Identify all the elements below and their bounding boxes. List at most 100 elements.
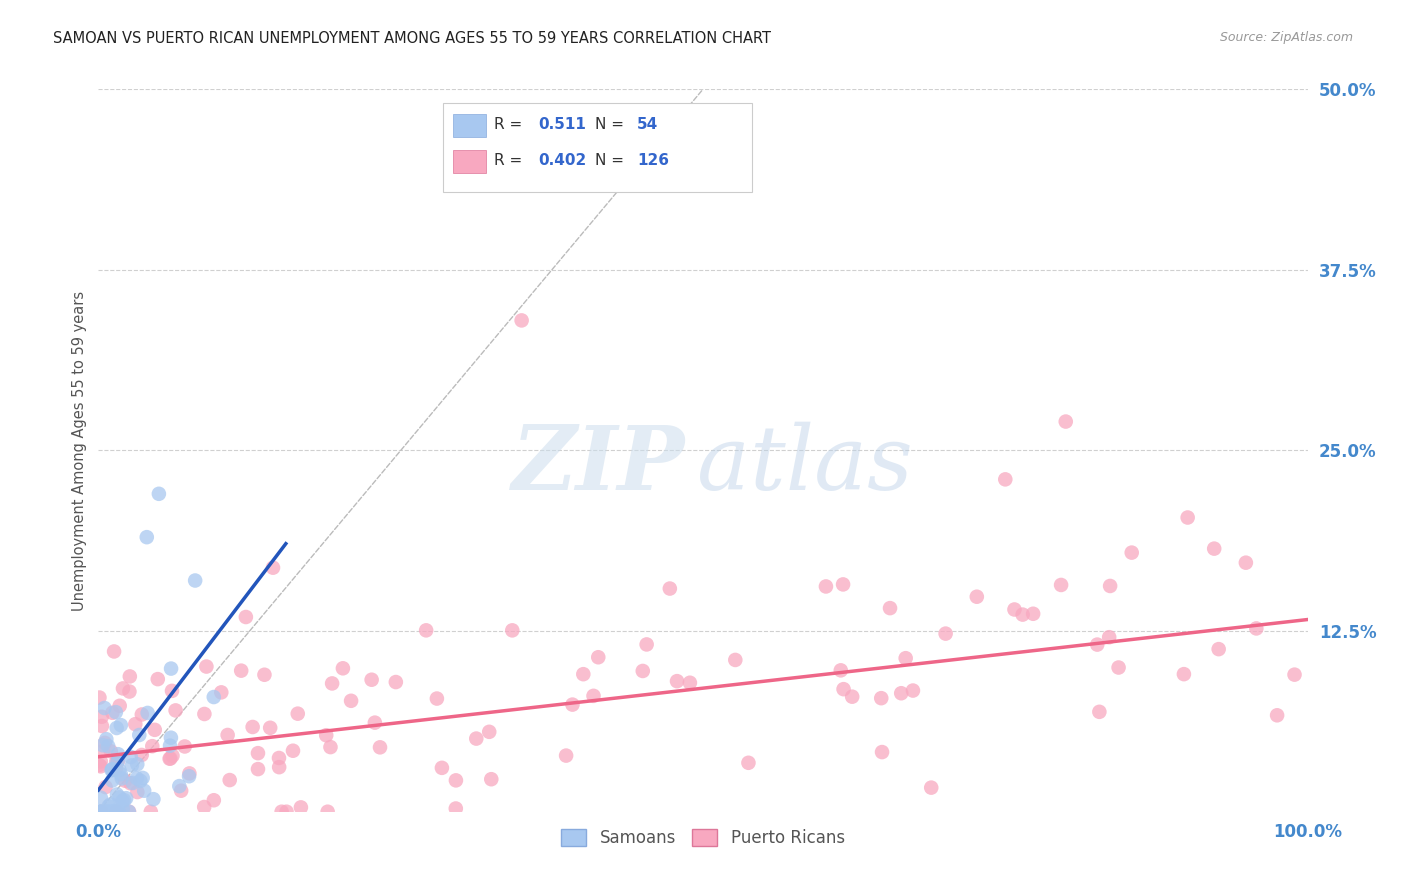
Point <box>1208 642 1230 657</box>
Point <box>364 715 387 730</box>
Point <box>159 751 181 765</box>
Point <box>332 661 354 675</box>
Point <box>1088 705 1111 719</box>
Point <box>1121 546 1143 560</box>
Point <box>103 644 125 658</box>
Point <box>253 667 276 681</box>
Point <box>1054 415 1077 429</box>
Point <box>115 791 138 805</box>
Point <box>658 582 681 596</box>
Point <box>91 744 114 758</box>
Point <box>125 772 148 786</box>
Point <box>679 675 702 690</box>
Point <box>134 783 156 797</box>
Point <box>901 683 924 698</box>
Point <box>1004 602 1026 616</box>
Point <box>631 664 654 678</box>
Point <box>90 805 112 819</box>
Point <box>110 718 132 732</box>
Point <box>105 805 128 819</box>
Point <box>1050 578 1073 592</box>
Point <box>170 783 193 797</box>
Point <box>108 698 131 713</box>
Point <box>111 681 134 696</box>
Point <box>360 673 382 687</box>
Point <box>966 590 988 604</box>
Point <box>478 724 501 739</box>
Point <box>105 805 128 819</box>
Point <box>465 731 488 746</box>
Point <box>415 624 437 638</box>
Point <box>90 790 112 805</box>
Point <box>101 763 124 777</box>
Point <box>107 755 129 769</box>
Point <box>107 754 129 768</box>
Point <box>830 664 852 678</box>
Point <box>202 793 225 807</box>
Point <box>173 739 195 754</box>
Point <box>262 560 284 574</box>
Point <box>97 739 120 754</box>
Point <box>104 705 127 719</box>
Point <box>142 792 165 806</box>
Point <box>160 731 183 745</box>
Point <box>101 706 124 720</box>
Point <box>724 653 747 667</box>
Point <box>127 757 149 772</box>
Point <box>112 793 135 807</box>
Point <box>267 751 290 765</box>
Point <box>510 313 533 327</box>
Point <box>107 747 129 762</box>
Point <box>118 805 141 819</box>
Point <box>316 805 339 819</box>
Point <box>287 706 309 721</box>
Point <box>994 472 1017 486</box>
Point <box>90 759 112 773</box>
Point <box>870 745 893 759</box>
Text: 0.511: 0.511 <box>538 118 586 132</box>
Point <box>94 780 117 794</box>
Point <box>209 685 232 699</box>
Point <box>101 805 124 819</box>
Point <box>143 723 166 737</box>
Point <box>114 773 136 788</box>
Point <box>96 732 118 747</box>
Point <box>290 800 312 814</box>
Point <box>90 719 112 733</box>
Point <box>118 684 141 698</box>
Point <box>90 710 112 724</box>
Point <box>94 805 117 819</box>
Point <box>1099 579 1122 593</box>
Point <box>120 776 142 790</box>
Point <box>128 728 150 742</box>
Point <box>108 763 131 777</box>
Point <box>108 790 131 805</box>
Text: ZIP: ZIP <box>512 422 685 508</box>
Point <box>430 761 453 775</box>
Point <box>90 805 112 819</box>
Text: R =: R = <box>494 118 527 132</box>
Point <box>501 624 523 638</box>
Point <box>91 738 114 752</box>
Point <box>101 773 124 788</box>
Point <box>1022 607 1045 621</box>
Point <box>259 721 281 735</box>
Point <box>104 762 127 776</box>
Text: 0.402: 0.402 <box>538 153 586 168</box>
Point <box>444 801 467 815</box>
Point <box>814 579 837 593</box>
Point <box>111 794 134 808</box>
Point <box>444 773 467 788</box>
Point <box>479 772 502 787</box>
Point <box>94 805 117 819</box>
Point <box>879 601 901 615</box>
Point <box>108 805 131 819</box>
Point <box>100 763 122 777</box>
Legend: Samoans, Puerto Ricans: Samoans, Puerto Ricans <box>554 822 852 854</box>
Point <box>276 805 298 819</box>
Point <box>105 721 128 735</box>
Point <box>588 650 610 665</box>
Point <box>118 669 141 683</box>
Point <box>131 771 153 785</box>
Point <box>426 691 449 706</box>
